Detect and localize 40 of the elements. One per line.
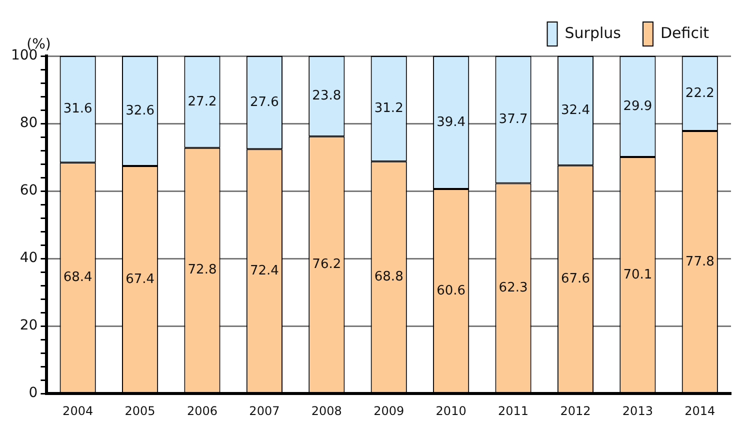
data-label: 22.2: [685, 86, 714, 101]
data-label: 68.8: [374, 269, 404, 284]
y-tick-label: 40: [20, 250, 38, 266]
data-label: 67.6: [561, 271, 590, 286]
y-tick-label: 60: [20, 182, 38, 199]
data-label: 77.8: [685, 254, 714, 270]
data-label: 72.8: [188, 262, 217, 278]
data-label: 70.1: [623, 267, 652, 282]
data-label: 72.4: [250, 263, 279, 278]
data-label: 68.4: [63, 270, 92, 286]
data-label: 27.6: [250, 94, 279, 110]
x-tick-label: 2008: [311, 404, 342, 418]
data-label: 31.6: [63, 102, 92, 117]
legend-label: Surplus: [564, 24, 622, 42]
x-tick-label: 2006: [186, 404, 218, 418]
x-tick-label: 2010: [436, 404, 466, 418]
x-tick-label: 2007: [249, 404, 280, 418]
data-label: 32.6: [126, 103, 155, 118]
data-label: 60.6: [436, 283, 466, 298]
legend-label: Deficit: [660, 24, 710, 42]
data-label: 62.3: [498, 280, 528, 296]
y-tick-label: 80: [20, 115, 38, 132]
data-label: 29.9: [623, 98, 652, 114]
x-tick-label: 2012: [560, 404, 591, 418]
x-tick-label: 2013: [622, 404, 653, 418]
data-label: 31.2: [374, 101, 404, 116]
y-tick-label: 20: [20, 318, 38, 334]
data-label: 76.2: [312, 256, 342, 272]
x-tick-label: 2004: [62, 404, 94, 418]
y-tick-label: 0: [28, 385, 38, 402]
data-label: 67.4: [126, 272, 155, 287]
x-tick-label: 2005: [124, 404, 156, 418]
data-label: 32.4: [561, 103, 590, 118]
x-tick-label: 2011: [498, 404, 529, 418]
data-label: 39.4: [436, 114, 466, 130]
data-label: 23.8: [312, 88, 342, 104]
x-tick-label: 2009: [374, 404, 404, 418]
data-label: 37.7: [498, 112, 528, 128]
x-tick-label: 2014: [684, 404, 716, 418]
data-label: 27.2: [188, 94, 217, 110]
